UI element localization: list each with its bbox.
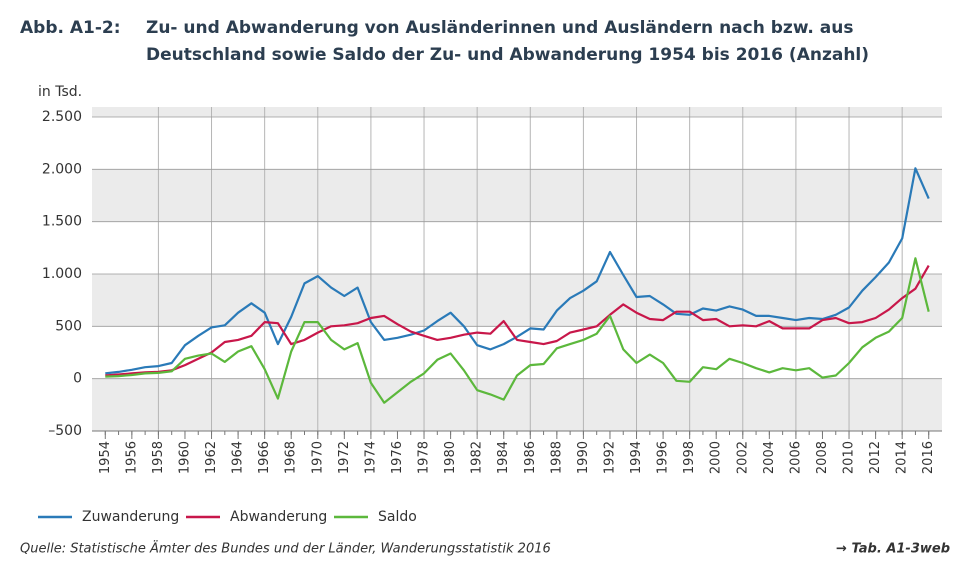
x-tick-label: 1954 <box>98 441 113 474</box>
x-tick-label: 2002 <box>735 441 750 474</box>
x-tick-label: 1982 <box>470 441 485 474</box>
x-tick-label: 1996 <box>656 441 671 474</box>
y-tick-label: 0 <box>73 371 82 387</box>
band <box>92 221 942 274</box>
legend-label: Saldo <box>378 509 417 525</box>
series-line <box>105 257 930 404</box>
y-tick-label: 2.000 <box>42 161 82 177</box>
x-tick-label: 2012 <box>868 441 883 474</box>
x-tick-label: 1962 <box>204 441 219 474</box>
x-tick-label: 1988 <box>549 441 564 474</box>
x-tick-label: 1978 <box>417 441 432 474</box>
x-tick-label: 1984 <box>496 441 511 474</box>
chart-title-line: Zu- und Abwanderung von Ausländerinnen u… <box>146 18 854 38</box>
x-tick-label: 1990 <box>576 441 591 474</box>
x-tick-label: 1972 <box>337 441 352 474</box>
chart-title-line: Deutschland sowie Saldo der Zu- und Abwa… <box>146 45 869 65</box>
x-tick-label: 2004 <box>762 441 777 474</box>
source: Quelle: Statistische Ämter des Bundes un… <box>20 541 551 557</box>
x-tick-label: 1976 <box>390 441 405 474</box>
y-tick-label: 2.500 <box>42 109 82 125</box>
x-tick-label: 2010 <box>842 441 857 474</box>
x-tick-label: 1966 <box>257 441 272 474</box>
y-tick-label: 1.500 <box>42 214 82 230</box>
x-tick-label: 1998 <box>682 441 697 474</box>
x-tick-label: 2016 <box>921 441 936 474</box>
legend-label: Abwanderung <box>230 509 327 525</box>
series-line <box>105 265 930 377</box>
x-tick-label: 1968 <box>284 441 299 474</box>
figure-label: Abb. A1-2: <box>20 18 121 38</box>
x-tick-label: 1958 <box>151 441 166 474</box>
y-tick-label: –500 <box>48 423 82 439</box>
x-tick-label: 1974 <box>363 441 378 474</box>
x-tick-label: 2006 <box>788 441 803 474</box>
x-tick-label: 1970 <box>310 441 325 474</box>
x-tick-label: 1964 <box>231 441 246 474</box>
x-tick-label: 1986 <box>523 441 538 474</box>
x-tick-label: 1994 <box>629 441 644 474</box>
y-axis-label: in Tsd. <box>38 84 82 100</box>
y-tick-label: 1.000 <box>42 266 82 282</box>
reference: → Tab. A1-3web <box>836 542 950 557</box>
x-tick-label: 2008 <box>815 441 830 474</box>
y-tick-label: 500 <box>55 318 82 334</box>
x-tick-label: 1960 <box>177 441 192 474</box>
series-line <box>105 167 930 375</box>
x-tick-label: 2014 <box>895 441 910 474</box>
band <box>92 117 942 170</box>
x-tick-label: 1980 <box>443 441 458 474</box>
x-tick-label: 2000 <box>709 441 724 474</box>
x-tick-label: 1956 <box>124 441 139 474</box>
x-tick-label: 1992 <box>602 441 617 474</box>
legend-label: Zuwanderung <box>82 509 179 525</box>
